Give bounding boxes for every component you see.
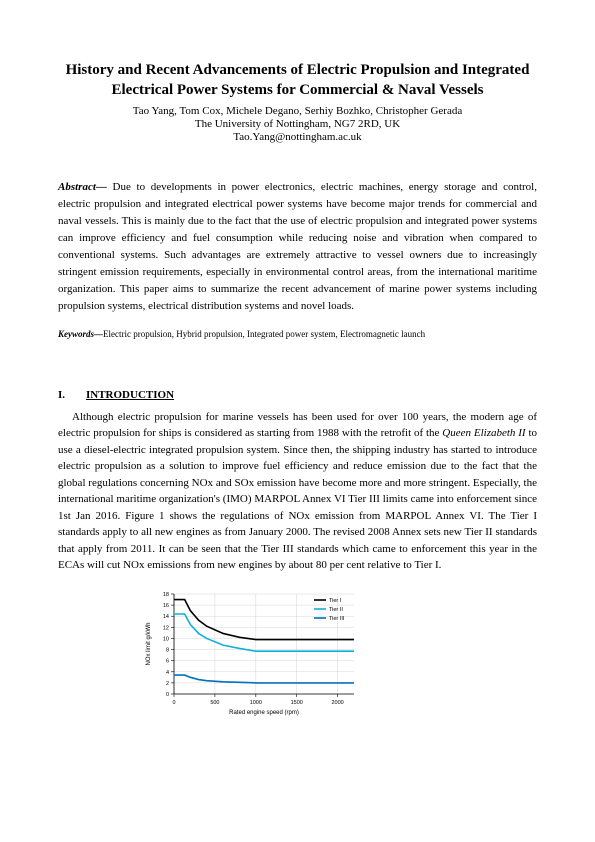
section-number: I. bbox=[58, 389, 86, 401]
svg-text:1500: 1500 bbox=[291, 700, 303, 706]
section-title: INTRODUCTION bbox=[86, 389, 174, 401]
intro-italic: Queen Elizabeth II bbox=[442, 427, 525, 439]
affiliation-line: The University of Nottingham, NG7 2RD, U… bbox=[58, 118, 537, 130]
abstract-label: Abstract— bbox=[58, 181, 107, 193]
section-heading: I.INTRODUCTION bbox=[58, 389, 537, 401]
svg-text:2: 2 bbox=[166, 681, 169, 687]
svg-text:0: 0 bbox=[166, 692, 169, 698]
svg-text:16: 16 bbox=[163, 603, 169, 609]
svg-text:12: 12 bbox=[163, 625, 169, 631]
svg-text:18: 18 bbox=[163, 592, 169, 598]
svg-text:Rated engine speed (rpm): Rated engine speed (rpm) bbox=[229, 710, 299, 716]
intro-post: to use a diesel-electric integrated prop… bbox=[58, 427, 537, 571]
nox-chart-svg: 0 2 4 6 8 10 12 14 16 18 0 500 1000 1500 2000 Rated eng… bbox=[138, 586, 368, 716]
svg-text:1000: 1000 bbox=[250, 700, 262, 706]
email-line: Tao.Yang@nottingham.ac.uk bbox=[58, 131, 537, 143]
svg-text:0: 0 bbox=[172, 700, 175, 706]
svg-text:14: 14 bbox=[163, 614, 169, 620]
keywords-block: Keywords—Electric propulsion, Hybrid pro… bbox=[58, 329, 537, 339]
svg-text:Tier II: Tier II bbox=[329, 607, 343, 613]
svg-text:4: 4 bbox=[166, 670, 169, 676]
svg-text:500: 500 bbox=[210, 700, 219, 706]
svg-text:8: 8 bbox=[166, 647, 169, 653]
figure-1-chart: 0 2 4 6 8 10 12 14 16 18 0 500 1000 1500 2000 Rated eng… bbox=[58, 586, 537, 716]
svg-text:2000: 2000 bbox=[332, 700, 344, 706]
svg-text:10: 10 bbox=[163, 636, 169, 642]
svg-text:Tier III: Tier III bbox=[329, 616, 345, 622]
paper-title: History and Recent Advancements of Elect… bbox=[58, 60, 537, 101]
abstract-text: Due to developments in power electronics… bbox=[58, 181, 537, 312]
svg-text:Tier I: Tier I bbox=[329, 598, 342, 604]
abstract-block: Abstract— Due to developments in power e… bbox=[58, 179, 537, 315]
svg-text:6: 6 bbox=[166, 659, 169, 665]
keywords-label: Keywords— bbox=[58, 329, 103, 339]
keywords-text: Electric propulsion, Hybrid propulsion, … bbox=[103, 329, 425, 339]
authors-line: Tao Yang, Tom Cox, Michele Degano, Serhi… bbox=[58, 105, 537, 117]
intro-paragraph: Although electric propulsion for marine … bbox=[58, 409, 537, 574]
svg-text:NOx limit g/kWh: NOx limit g/kWh bbox=[146, 622, 152, 665]
